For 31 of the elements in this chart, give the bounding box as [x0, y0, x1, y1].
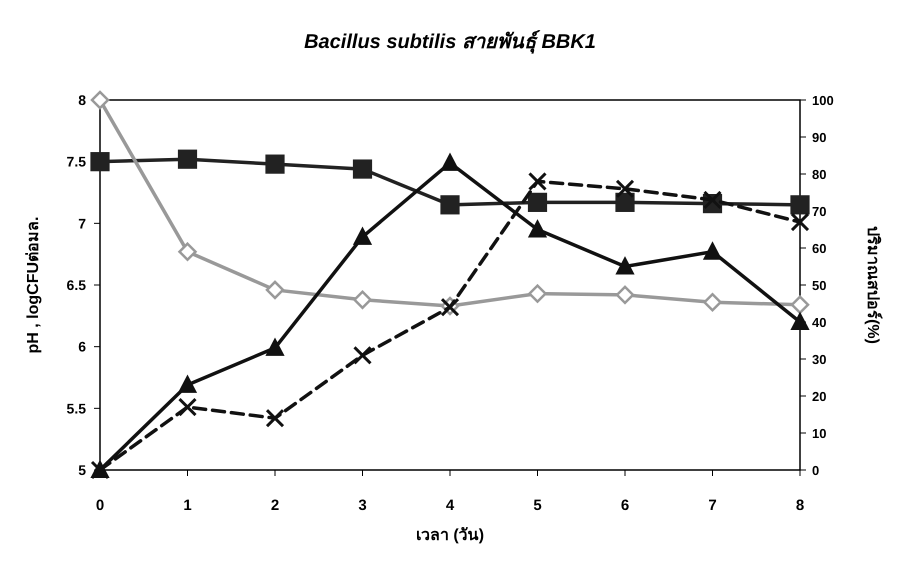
x-tick-label: 4	[446, 497, 455, 514]
y2-tick-label: 70	[812, 204, 826, 219]
x-tick-label: 8	[796, 497, 804, 514]
x-tick-label: 7	[708, 497, 717, 514]
y-tick-label: 5	[78, 462, 86, 478]
y-tick-label: 7	[78, 215, 86, 232]
y2-tick-label: 0	[812, 463, 820, 478]
y-tick-label: 6.5	[66, 277, 86, 293]
y2-tick-label: 20	[812, 389, 826, 404]
x-axis-title: เวลา (วัน)	[416, 526, 484, 544]
x-tick-label: 5	[533, 497, 542, 514]
y2-tick-label: 80	[812, 167, 826, 182]
y2-tick-label: 100	[812, 93, 834, 108]
chart-title: Bacillus subtilis สายพันธุ์ BBK1	[304, 30, 596, 54]
y2-tick-label: 50	[812, 278, 826, 293]
y-axis-title: pH , logCFUต่อมล.	[25, 216, 42, 354]
y-tick-label: 5.5	[66, 400, 86, 416]
y2-tick-label: 40	[812, 315, 826, 330]
x-tick-label: 1	[183, 497, 192, 514]
x-tick-label: 2	[270, 497, 280, 514]
y2-tick-label: 30	[812, 352, 826, 367]
y2-axis-title: ปริมาณสปอร์(%)	[864, 226, 883, 344]
x-tick-label: 6	[620, 497, 630, 514]
y2-tick-label: 10	[812, 426, 826, 441]
y2-tick-label: 60	[812, 241, 826, 256]
y-tick-label: 7.5	[66, 154, 86, 170]
y2-tick-label: 90	[812, 130, 826, 145]
y-tick-label: 8	[78, 92, 86, 108]
x-tick-label: 0	[96, 497, 104, 514]
x-tick-label: 3	[358, 497, 367, 514]
y-tick-label: 6	[78, 338, 86, 355]
